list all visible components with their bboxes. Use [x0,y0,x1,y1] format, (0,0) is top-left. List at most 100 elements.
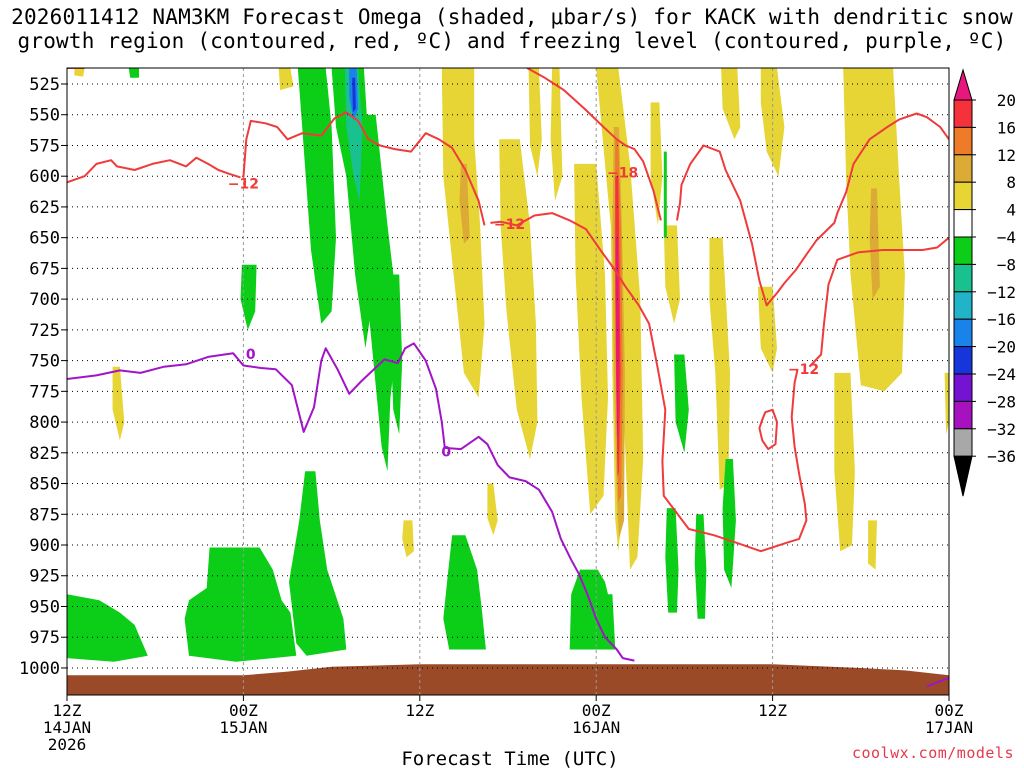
omega-region-8 [574,163,608,515]
omega-region-31 [352,77,356,113]
omega-region-21 [112,366,125,441]
omega-region-0 [74,68,85,77]
x-tick-label-36-0: 00Z [582,701,611,720]
y-tick-label-725: 725 [29,321,60,341]
colorbar-band-7 [953,263,973,293]
freezing-level-contour-edge [926,676,949,688]
colorbar-band-11 [953,373,973,402]
freezing-level-contour [67,342,635,662]
dendritic-contour-3 [808,236,949,368]
x-tick-label-60-1: 17JAN [925,718,973,737]
y-tick-label-975: 975 [29,628,60,648]
y-tick-label-925: 925 [29,567,60,587]
omega-region-22 [402,520,414,558]
plot-area [67,68,949,695]
surface-ground [67,664,949,695]
omega-region-4 [459,163,470,244]
contour-label-4: 0 [246,347,256,363]
omega-region-38 [302,545,322,638]
y-tick-label-750: 750 [29,352,60,372]
colorbar-band-4 [953,181,973,211]
x-tick-label-12-1: 15JAN [219,718,267,737]
dendritic-contour-1 [242,111,486,226]
chart-title-line-2: growth region (contoured, red, ºC) and f… [17,29,1007,53]
omega-region-29 [344,68,363,201]
dendritic-contour-6 [758,408,778,451]
site-credit[interactable]: coolwx.com/models [851,744,1014,762]
omega-region-13 [709,237,730,490]
y-tick-label-800: 800 [29,413,60,433]
x-tick-label-48-0: 12Z [758,701,787,720]
omega-region-5 [528,68,542,177]
contour-label-2: −12 [788,362,819,378]
omega-region-35 [722,459,736,588]
y-tick-label-1000: 1000 [19,659,60,679]
omega-region-11 [663,225,680,324]
contour-label-1: −12 [494,217,525,233]
contour-label-3: −18 [607,165,638,181]
omega-region-39 [67,594,148,662]
y-tick-label-625: 625 [29,198,60,218]
colorbar-band-10 [953,346,973,375]
plot-frame [66,67,950,696]
omega-region-24 [297,68,336,324]
y-tick-label-550: 550 [29,106,60,126]
colorbar-label-11: −28 [987,392,1016,411]
colorbar-band-9 [953,318,973,348]
y-tick-label-900: 900 [29,536,60,556]
colorbar-label-12: −32 [987,420,1016,439]
y-tick-label-700: 700 [29,290,60,310]
omega-region-20 [944,372,949,435]
colorbar-band-2 [953,126,973,156]
x-tick-label-0-2: 2026 [48,735,87,754]
contour-label-0: −12 [228,176,259,192]
colorbar-label-7: −12 [987,283,1016,302]
colorbar-band-6 [953,236,973,265]
y-tick-label-875: 875 [29,505,60,525]
omega-region-6 [499,139,538,460]
colorbar-label-2: 12 [997,146,1016,165]
dendritic-contour-0 [67,156,241,184]
x-tick-label-0-0: 12Z [53,701,82,720]
axes: 525 550 575 600 625 650 675 700 725 750 775 800 825 8… [19,75,973,754]
colorbar-band-8 [953,291,973,320]
omega-region-7 [550,68,563,201]
omega-region-28 [331,68,373,349]
omega-region-44 [694,514,707,619]
omega-region-34 [674,354,689,453]
grid-lines [67,68,949,695]
colorbar-label-4: 4 [1006,201,1016,220]
omega-region-43 [665,508,679,613]
omega-region-36 [289,471,347,656]
colorbar-label-0: 20 [997,91,1016,110]
y-tick-label-850: 850 [29,475,60,495]
colorbar-top-triangle [953,68,973,101]
colorbar-bottom-triangle [953,455,973,497]
dendritic-contour-5 [526,68,662,221]
colorbar-label-5: −4 [997,228,1016,247]
colorbar-band-12 [953,400,973,430]
dendritic-contour-2 [490,212,808,553]
omega-region-33 [663,151,667,238]
x-axis-label: Forecast Time (UTC) [401,748,618,768]
colorbar-label-1: 16 [997,118,1016,137]
x-tick-label-36-1: 16JAN [572,718,620,737]
chart-title-line-1: 2026011412 NAM3KM Forecast Omega (shaded… [11,5,1013,29]
x-tick-label-0-1: 14JAN [43,718,91,737]
x-tick-label-12-0: 00Z [229,701,258,720]
omega-region-32 [390,274,403,435]
colorbar-label-6: −8 [997,255,1016,274]
y-tick-label-675: 675 [29,259,60,279]
y-tick-label-575: 575 [29,136,60,156]
y-tick-label-600: 600 [29,167,60,187]
colorbar-legend: 20 16 12 8 4 −4 −8 −12 −16 −20 −24 −28 −32 −36 [953,68,1016,497]
omega-region-37 [184,547,297,662]
colorbar-label-3: 8 [1006,173,1016,192]
omega-region-12 [721,68,741,140]
omega-region-18 [869,188,880,300]
colorbar-band-5 [953,209,973,238]
y-tick-label-525: 525 [29,75,60,95]
colorbar-band-1 [953,99,973,128]
omega-region-17 [834,372,855,552]
